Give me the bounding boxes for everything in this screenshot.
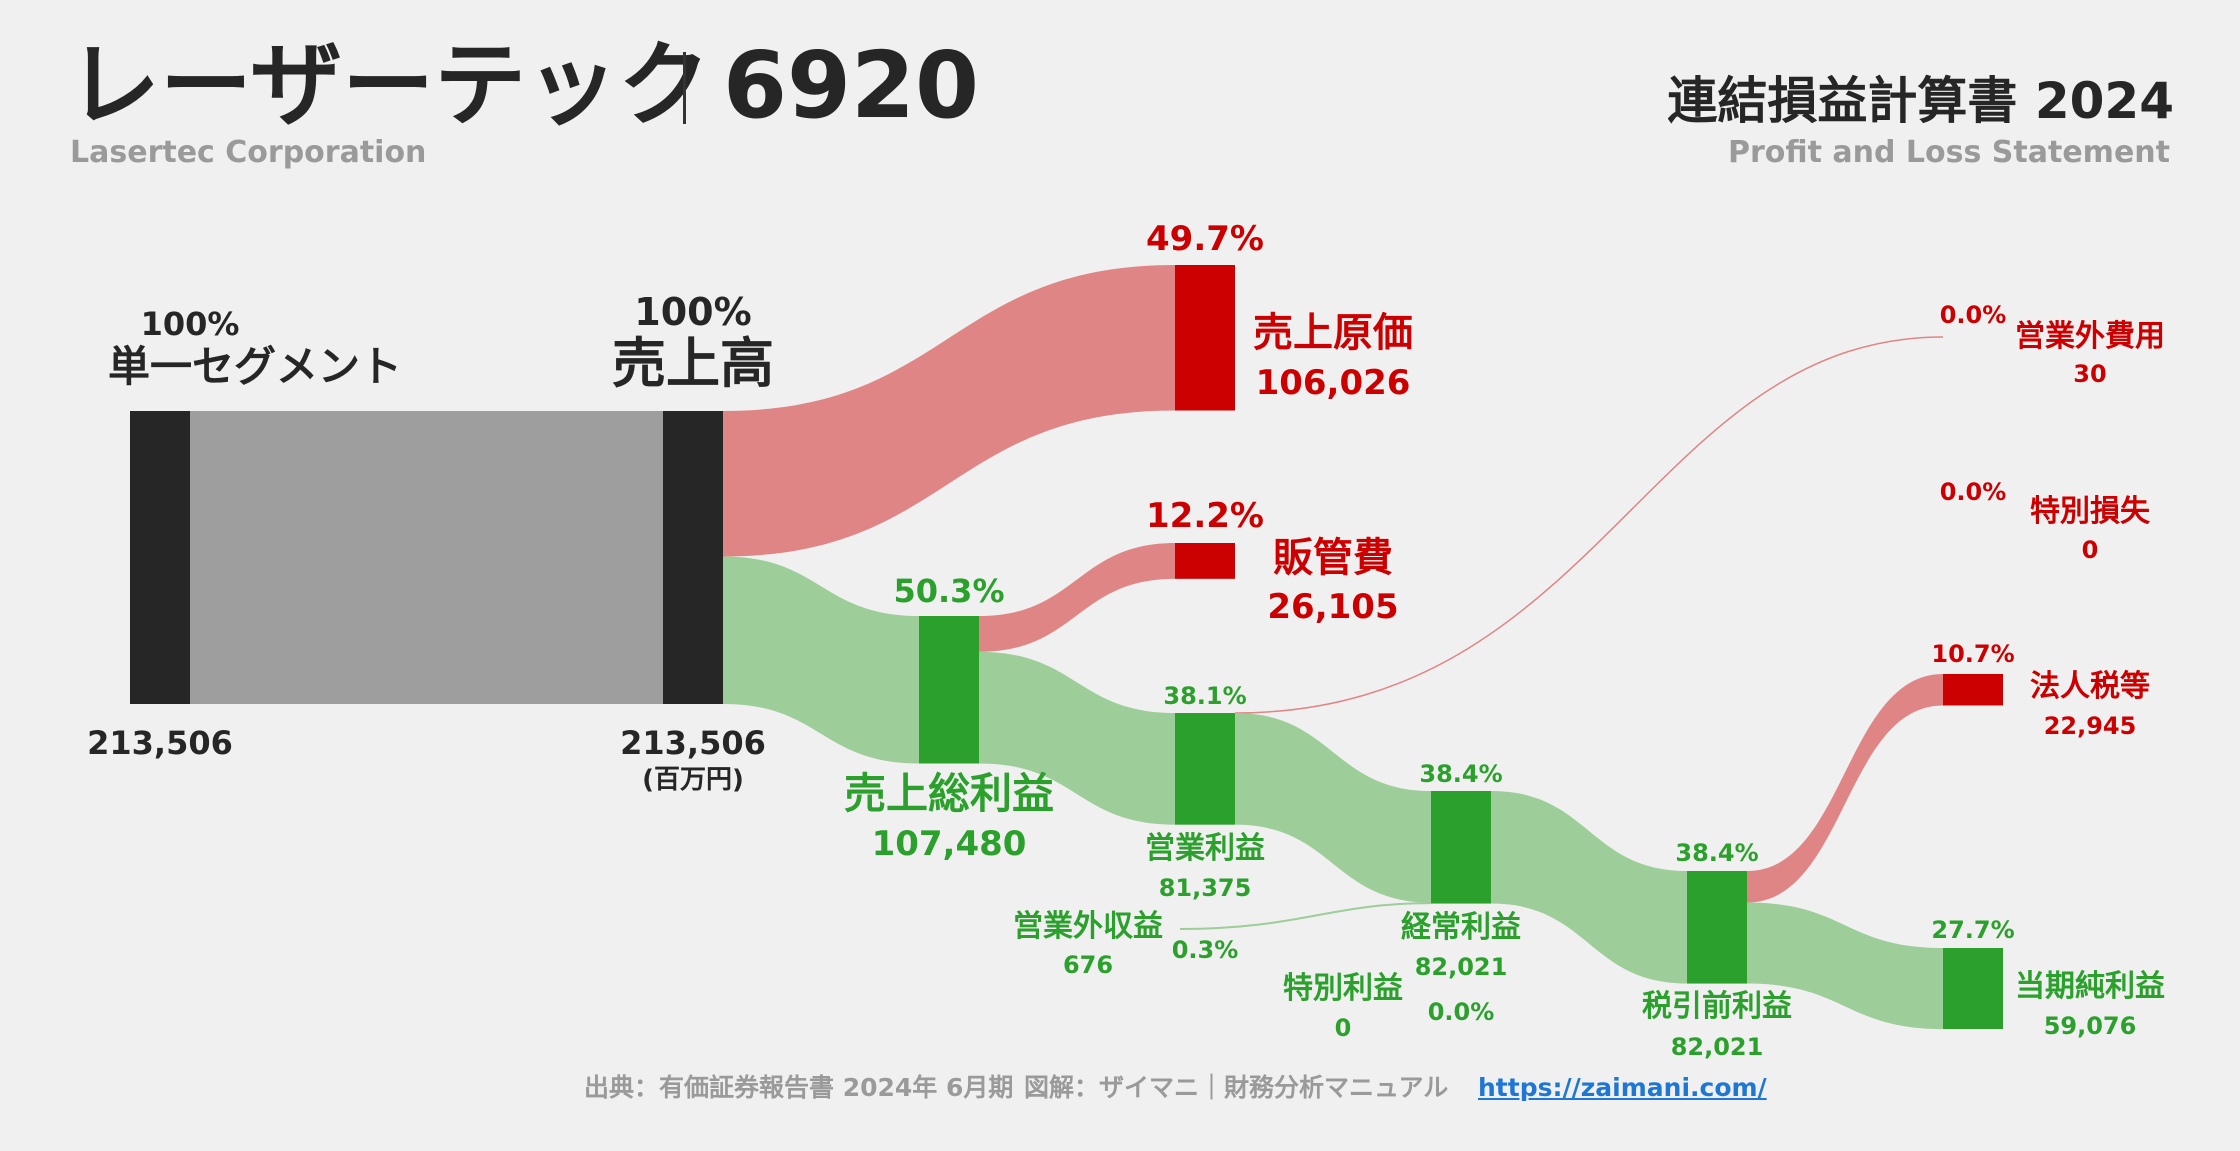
nonop-income-label: 営業外収益 (1013, 909, 1163, 944)
site-link[interactable]: https://zaimani.com/ (1478, 1073, 1767, 1102)
tax-label: 法人税等 (2030, 669, 2150, 704)
sga-pct: 12.2% (1146, 496, 1264, 536)
tax-pct: 10.7% (1931, 640, 2015, 668)
nonop-expense-value: 30 (2073, 360, 2107, 388)
segment-label: 単一セグメント (107, 342, 403, 391)
company-name: レーザーテック (68, 32, 711, 139)
flow-ord-to-pretax (1491, 791, 1687, 984)
nonop-expense-label: 営業外費用 (2015, 319, 2165, 354)
flow-op-to-ord (1235, 713, 1431, 903)
title-divider (683, 52, 686, 124)
statement-subtitle: Profit and Loss Statement (1727, 135, 2170, 170)
node-revenue (663, 411, 723, 704)
net-income-pct: 27.7% (1931, 916, 2015, 944)
ordinary-pct: 38.4% (1419, 760, 1503, 788)
sga-label: 販管費 (1273, 535, 1393, 581)
node-pretax (1687, 871, 1747, 984)
gross-pct: 50.3% (893, 572, 1005, 610)
extraordinary-loss-label: 特別損失 (2030, 494, 2150, 529)
node-gross (919, 616, 979, 764)
extraordinary-loss-value: 0 (2081, 536, 2099, 564)
flow-revenue-to-cogs (723, 265, 1175, 557)
extraordinary-gain-pct: 0.0% (1427, 998, 1495, 1026)
gross-label: 売上総利益 (843, 769, 1055, 818)
revenue-label: 売上高 (612, 332, 774, 395)
segment-value: 213,506 (87, 724, 233, 762)
node-net (1943, 948, 2003, 1030)
sga-value: 26,105 (1267, 587, 1399, 627)
revenue-pct: 100% (634, 290, 752, 334)
node-sga (1175, 543, 1235, 579)
company-english-name: Lasertec Corporation (70, 135, 427, 170)
cogs-value: 106,026 (1255, 363, 1411, 403)
net-income-label: 当期純利益 (2015, 969, 2165, 1004)
flow-pretax-to-tax (1747, 674, 1943, 903)
revenue-value: 213,506 (620, 724, 766, 762)
node-cogs (1175, 265, 1235, 411)
nonop-income-value: 676 (1062, 951, 1114, 979)
statement-title: 連結損益計算書 2024 (1667, 72, 2174, 130)
ordinary-value: 82,021 (1414, 953, 1508, 981)
flow-pretax-to-net (1747, 902, 1943, 1030)
credit-note: 図解：ザイマニ｜財務分析マニュアル (1024, 1073, 1449, 1102)
pretax-value: 82,021 (1670, 1033, 1764, 1061)
flow-revenue-to-gross (723, 556, 919, 764)
ordinary-label: 経常利益 (1401, 910, 1521, 945)
pretax-label: 税引前利益 (1642, 989, 1792, 1024)
extraordinary-gain-value: 0 (1334, 1014, 1352, 1042)
node-segment (130, 411, 190, 704)
flow-op-to-nonop_exp (1234, 336, 1944, 714)
extraordinary-loss-pct: 0.0% (1939, 478, 2007, 506)
flow-gross-to-sga (979, 543, 1175, 652)
extraordinary-gain-label: 特別利益 (1283, 971, 1403, 1006)
pretax-pct: 38.4% (1675, 839, 1759, 867)
tax-value: 22,945 (2043, 712, 2137, 740)
net-income-value: 59,076 (2043, 1012, 2137, 1040)
flow-segment-to-revenue (190, 411, 663, 704)
flow-gross-to-op (979, 651, 1175, 825)
source-note: 出典：有価証券報告書 2024年 6月期 (584, 1073, 1014, 1102)
op-pct: 38.1% (1163, 682, 1247, 710)
stock-code: 6920 (723, 32, 980, 139)
nonop-income-pct: 0.3% (1171, 936, 1239, 964)
gross-value: 107,480 (871, 824, 1027, 864)
node-op (1175, 713, 1235, 825)
node-ord (1431, 791, 1491, 904)
op-label: 営業利益 (1145, 831, 1265, 866)
nonop-expense-pct: 0.0% (1939, 301, 2007, 329)
cogs-pct: 49.7% (1146, 219, 1264, 259)
node-tax (1943, 674, 2003, 706)
op-value: 81,375 (1158, 874, 1252, 902)
cogs-label: 売上原価 (1253, 310, 1413, 356)
unit-note: (百万円) (642, 765, 744, 795)
flow-nonop_inc-to-ord (1179, 902, 1432, 930)
segment-pct: 100% (140, 305, 240, 343)
